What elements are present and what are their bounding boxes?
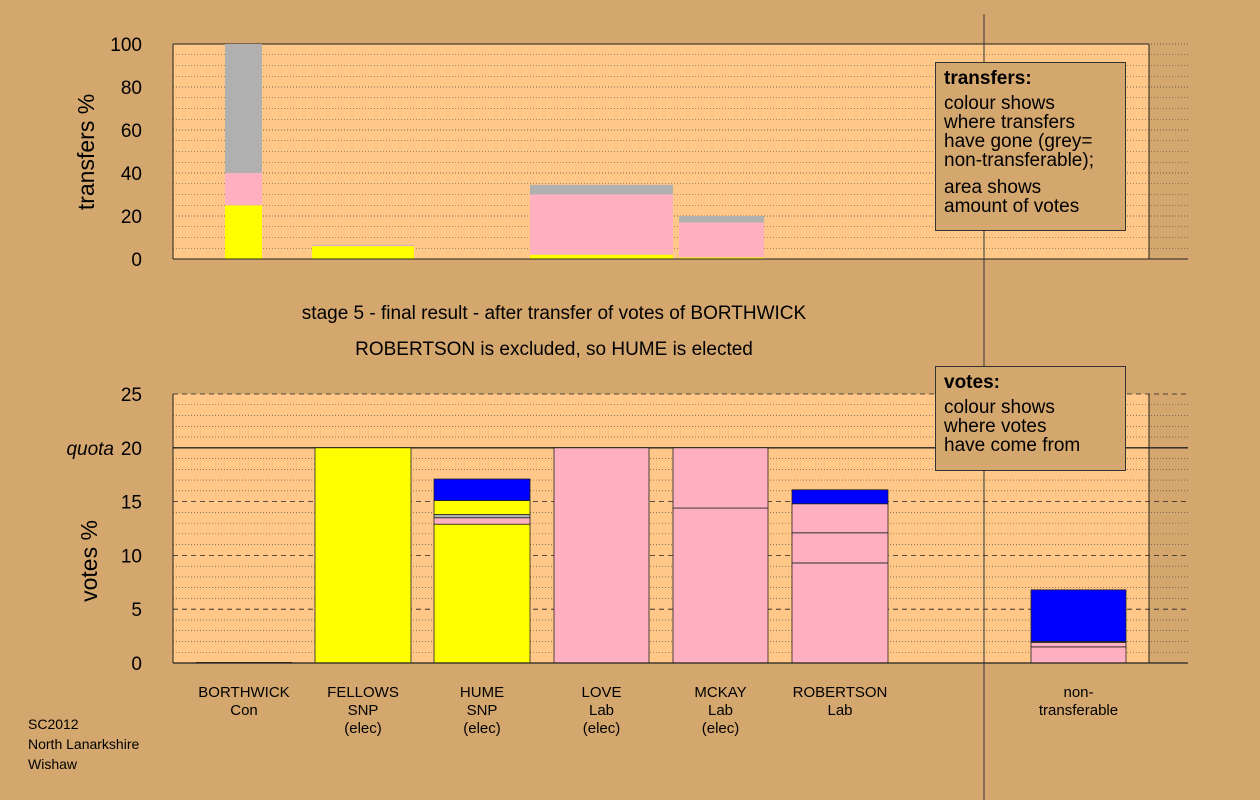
candidate-name-fellows: FELLOWS bbox=[327, 684, 399, 701]
votes-legend-body: colour shows where votes have come from bbox=[944, 397, 1081, 456]
transfers-y-tick-label: 0 bbox=[131, 250, 142, 271]
candidate-party-borthwick: Con bbox=[230, 702, 258, 719]
transfers-y-tick-label: 80 bbox=[121, 78, 142, 99]
transfer-segment-love-grey bbox=[530, 184, 673, 195]
transfers-y-tick-label: 20 bbox=[121, 207, 142, 228]
transfers-y-tick-label: 100 bbox=[110, 35, 142, 56]
votes-y-axis-label: votes % bbox=[76, 520, 102, 602]
quota-label: quota bbox=[66, 439, 114, 460]
transfers-y-tick-label: 60 bbox=[121, 121, 142, 142]
transfer-segment-fellows-pink bbox=[312, 245, 414, 247]
candidate-name-borthwick: BORTHWICK bbox=[198, 684, 289, 701]
candidate-party-robertson: Lab bbox=[827, 702, 852, 719]
vote-segment-mckay-pink bbox=[672, 507, 769, 664]
transfers-y-axis-label: transfers % bbox=[73, 94, 99, 210]
transfer-segment-fellows-grey bbox=[312, 244, 414, 246]
vote-segment-robertson-pink bbox=[791, 503, 889, 534]
transfer-segment-fellows-yellow bbox=[312, 246, 414, 259]
votes-legend: votes: colour shows where votes have com… bbox=[935, 366, 1126, 471]
candidate-name-mckay: MCKAY bbox=[694, 684, 746, 701]
transfers-legend: transfers: colour shows where transfers … bbox=[935, 62, 1126, 231]
candidate-name-love: LOVE bbox=[581, 684, 621, 701]
transfers-legend-body: colour shows where transfers have gone (… bbox=[944, 93, 1094, 171]
candidate-name-hume: HUME bbox=[460, 684, 504, 701]
transfer-segment-mckay-pink bbox=[679, 222, 764, 258]
candidate-party-hume: SNP bbox=[467, 702, 498, 719]
votes-y-tick-label: 5 bbox=[131, 600, 142, 621]
transfers-legend-body2: area shows amount of votes bbox=[944, 177, 1080, 217]
footer-info: SC2012 North Lanarkshire Wishaw bbox=[28, 714, 139, 774]
vote-segment-robertson-blue bbox=[791, 489, 889, 505]
vote-segment-hume-blue bbox=[433, 478, 531, 501]
candidate-party-mckay: Lab bbox=[708, 702, 733, 719]
votes-y-tick-label: 10 bbox=[121, 546, 142, 567]
candidate-party-nontransferable: transferable bbox=[1039, 702, 1118, 719]
votes-y-tick-label: 25 bbox=[121, 385, 142, 406]
transfer-segment-mckay-yellow bbox=[679, 257, 764, 259]
vote-segment-nontransferable-pink bbox=[1030, 646, 1127, 664]
transfers-legend-title: transfers: bbox=[944, 68, 1032, 89]
vote-segment-hume-yellow bbox=[433, 500, 531, 515]
candidate-status-fellows: (elec) bbox=[344, 720, 382, 737]
votes-y-tick-label: 0 bbox=[131, 654, 142, 675]
vote-segment-nontransferable-pink bbox=[1030, 642, 1127, 648]
vote-segment-robertson-pink bbox=[791, 562, 889, 664]
candidate-name-nontransferable: non- bbox=[1063, 684, 1093, 701]
votes-y-tick-label: 15 bbox=[121, 493, 142, 514]
candidate-status-mckay: (elec) bbox=[702, 720, 740, 737]
vote-segment-mckay-pink bbox=[672, 447, 769, 509]
footer-election: SC2012 bbox=[28, 716, 79, 732]
vote-segment-robertson-pink bbox=[791, 532, 889, 564]
candidate-status-hume: (elec) bbox=[463, 720, 501, 737]
candidate-party-love: Lab bbox=[589, 702, 614, 719]
transfer-segment-borthwick-grey bbox=[225, 44, 262, 173]
candidate-status-love: (elec) bbox=[583, 720, 621, 737]
transfer-segment-love-pink bbox=[530, 194, 673, 255]
stage-title: stage 5 - final result - after transfer … bbox=[302, 303, 807, 324]
footer-ward: Wishaw bbox=[28, 756, 78, 772]
footer-council: North Lanarkshire bbox=[28, 736, 140, 752]
votes-y-tick-label: 20 bbox=[121, 439, 142, 460]
votes-legend-title: votes: bbox=[944, 372, 1000, 393]
transfer-segment-borthwick-yellow bbox=[225, 205, 262, 259]
vote-segment-hume-grey bbox=[433, 514, 531, 519]
transfers-y-tick-label: 40 bbox=[121, 164, 142, 185]
transfer-segment-borthwick-pink bbox=[225, 173, 262, 206]
candidate-party-fellows: SNP bbox=[348, 702, 379, 719]
vote-segment-hume-yellow bbox=[433, 523, 531, 664]
transfer-segment-mckay-grey bbox=[679, 216, 764, 223]
candidate-name-robertson: ROBERTSON bbox=[793, 684, 888, 701]
vote-segment-love-pink bbox=[553, 447, 650, 664]
vote-segment-fellows-yellow bbox=[314, 447, 412, 664]
stage-subtitle: ROBERTSON is excluded, so HUME is electe… bbox=[355, 339, 753, 360]
vote-segment-hume-pink bbox=[433, 517, 531, 525]
transfer-segment-love-yellow bbox=[530, 254, 673, 259]
vote-segment-nontransferable-blue bbox=[1030, 589, 1127, 642]
